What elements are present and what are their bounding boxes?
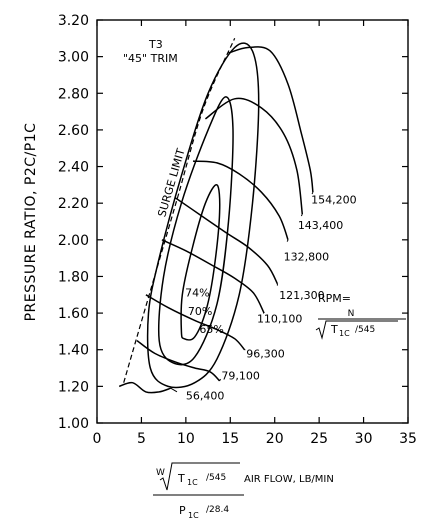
speed-label: 132,800 (284, 250, 330, 263)
chart-title: T3 (148, 38, 163, 51)
speed-label: 96,300 (246, 347, 285, 360)
speed-label-leader (170, 387, 178, 393)
plot-frame (96, 19, 409, 424)
rpm-sqrt-sub: 1C (339, 329, 350, 338)
y-tick-label: 2.60 (58, 123, 89, 139)
x-tick-label: 0 (93, 431, 102, 447)
x-label-sqrt-var: T (177, 472, 185, 485)
y-tick-label: 2.40 (58, 160, 89, 176)
speed-line (161, 239, 265, 314)
rpm-sqrt-var: T (330, 323, 338, 336)
y-axis: 1.00 1.20 1.40 1.60 1.80 2.00 2.20 2.40 2.60 2.80… (58, 13, 408, 432)
y-tick-label: 1.80 (58, 269, 89, 285)
speed-label-leader (311, 191, 314, 195)
speed-line (145, 294, 246, 351)
speed-lines: 56,400 79,100 96,300 110,100 121,300 132,800 1… (118, 46, 357, 403)
speed-label: 56,400 (186, 390, 225, 403)
x-label-denominator: P (179, 504, 186, 517)
chart-subtitle: "45" TRIM (123, 52, 178, 65)
speed-line (204, 97, 304, 215)
speed-label: 143,400 (298, 219, 344, 232)
speed-label: 154,200 (311, 194, 357, 207)
x-label-flow-symbol: W (156, 468, 165, 478)
efficiency-island (180, 184, 221, 341)
efficiency-island (157, 96, 234, 366)
y-tick-label: 3.20 (58, 13, 89, 29)
x-tick-label: 35 (399, 431, 417, 447)
y-tick-label: 3.00 (58, 50, 89, 66)
y-tick-label: 1.20 (58, 379, 89, 395)
y-tick-label: 2.20 (58, 196, 89, 212)
speed-label-leader (286, 239, 289, 242)
speed-line (174, 197, 279, 285)
rpm-sqrt-div: /545 (355, 325, 375, 335)
x-label-denominator-sub: 1C (188, 511, 199, 520)
x-axis-label: W T 1C /545 AIR FLOW, LB/MIN P 1C /28.4 (153, 462, 334, 520)
x-tick-label: 5 (137, 431, 146, 447)
speed-line (136, 339, 221, 382)
x-label-suffix: AIR FLOW, LB/MIN (244, 474, 334, 485)
speed-label: 121,300 (279, 289, 325, 302)
rpm-sqrt-symbol (315, 320, 398, 340)
y-axis-label: PRESSURE RATIO, P2C/P1C (23, 123, 39, 322)
efficiency-label: 65% (199, 323, 223, 336)
x-label-sqrt-symbol (159, 462, 240, 491)
y-tick-label: 2.80 (58, 86, 89, 102)
speed-label-leader (300, 213, 303, 217)
speed-line (192, 160, 289, 241)
x-tick-label: 15 (221, 431, 239, 447)
speed-label-leader (219, 378, 221, 382)
y-tick-label: 1.40 (58, 343, 89, 359)
y-tick-label: 1.00 (58, 416, 89, 432)
x-label-denominator-div: /28.4 (206, 505, 229, 515)
x-tick-label: 10 (177, 431, 195, 447)
x-label-sqrt-sub: 1C (187, 478, 198, 487)
x-axis: 0 5 10 15 20 25 30 35 (93, 20, 417, 447)
efficiency-label: 74% (185, 287, 209, 300)
x-label-sqrt-div: /545 (206, 473, 226, 483)
rpm-numerator: N (348, 309, 355, 319)
rpm-label: RPM= N T 1C /545 (315, 292, 406, 340)
surge-limit-line (123, 38, 236, 383)
x-tick-label: 30 (355, 431, 373, 447)
chart-header: T3 "45" TRIM (123, 38, 178, 65)
speed-label: 79,100 (221, 369, 260, 382)
speed-line (118, 381, 172, 394)
efficiency-label: 70% (188, 305, 212, 318)
y-tick-label: 1.60 (58, 306, 89, 322)
speed-line (228, 46, 314, 193)
x-tick-label: 20 (266, 431, 284, 447)
y-tick-label: 2.00 (58, 233, 89, 249)
rpm-equals: RPM= (318, 292, 351, 305)
x-tick-label: 25 (310, 431, 328, 447)
speed-label: 110,100 (257, 313, 303, 326)
